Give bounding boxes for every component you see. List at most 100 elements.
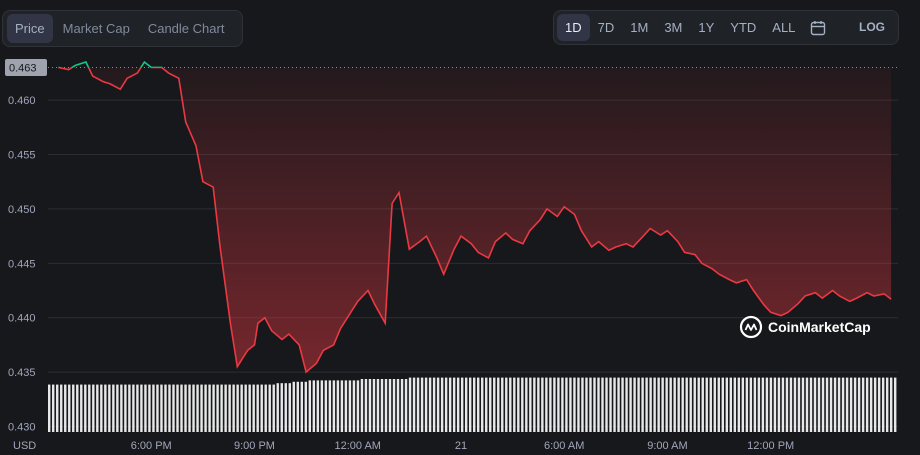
volume-bar (837, 377, 841, 432)
volume-bar (741, 377, 745, 432)
volume-bar (653, 377, 656, 432)
volume-bar (489, 377, 492, 432)
volume-bar (857, 377, 861, 432)
volume-bar (108, 384, 111, 432)
volume-bar (192, 384, 195, 432)
range-all-button[interactable]: ALL (772, 20, 796, 35)
volume-bar (176, 384, 179, 432)
range-1y-button[interactable]: 1Y (698, 20, 715, 35)
range-7d-button[interactable]: 7D (597, 20, 615, 35)
volume-bar (328, 380, 332, 432)
calendar-button[interactable] (803, 14, 833, 41)
volume-bar (817, 377, 821, 432)
volume-bar (172, 384, 175, 432)
volume-bar (873, 377, 877, 432)
volume-bars (48, 377, 897, 432)
volume-bar (444, 377, 448, 432)
volume-bar (593, 377, 596, 432)
volume-bar (533, 377, 536, 432)
volume-bar (448, 377, 452, 432)
volume-bar (821, 377, 825, 432)
volume-bar (356, 380, 360, 432)
volume-bar (340, 380, 344, 432)
volume-bar (553, 377, 556, 432)
volume-bar (777, 377, 781, 432)
volume-bar (789, 377, 793, 432)
volume-bar (128, 384, 131, 432)
volume-bar (625, 377, 628, 432)
volume-bar (721, 377, 724, 432)
volume-bar (424, 377, 428, 432)
volume-bar (296, 381, 299, 432)
x-tick-label: 12:00 PM (747, 440, 794, 452)
volume-bar (729, 377, 733, 432)
volume-bar (573, 377, 576, 432)
volume-bar (609, 377, 612, 432)
volume-bar (517, 377, 520, 432)
volume-bar (72, 384, 75, 432)
volume-bar (761, 377, 765, 432)
volume-bar (348, 380, 352, 432)
volume-bar (613, 377, 616, 432)
price-area-fill (58, 67, 892, 373)
volume-bar (156, 384, 159, 432)
volume-bar (260, 384, 263, 432)
volume-bar (124, 384, 127, 432)
volume-bar (877, 377, 881, 432)
calendar-icon (811, 20, 826, 35)
volume-bar (785, 377, 789, 432)
volume-bar (597, 377, 600, 432)
volume-bar (689, 377, 692, 432)
volume-bar (380, 378, 384, 432)
volume-bar (432, 377, 436, 432)
tab-price[interactable]: Price (7, 14, 53, 43)
volume-bar (304, 381, 308, 432)
volume-bar (436, 377, 440, 432)
volume-bar (440, 377, 444, 432)
volume-bar (220, 384, 223, 432)
range-ytd-button[interactable]: YTD (730, 20, 757, 35)
volume-bar (68, 384, 71, 432)
open-price-badge: 0.463 (5, 58, 47, 76)
volume-bar (336, 380, 340, 432)
volume-bar (621, 377, 624, 432)
volume-bar (585, 377, 588, 432)
volume-bar (805, 377, 809, 432)
volume-bar (112, 384, 115, 432)
volume-bar (661, 377, 664, 432)
volume-bar (881, 377, 885, 432)
volume-bar (188, 384, 191, 432)
volume-bar (737, 377, 741, 432)
volume-bar (384, 378, 388, 432)
volume-bar (725, 377, 729, 432)
volume-bar (140, 384, 143, 432)
volume-bar (396, 378, 400, 432)
watermark-text: CoinMarketCap (768, 319, 871, 335)
volume-bar (617, 377, 620, 432)
volume-bar (493, 377, 496, 432)
range-3m-button[interactable]: 3M (664, 20, 683, 35)
volume-bar (196, 384, 199, 432)
volume-bar (280, 383, 283, 432)
volume-bar (300, 381, 304, 432)
volume-bar (701, 377, 704, 432)
tab-market-cap[interactable]: Market Cap (62, 21, 130, 36)
log-scale-toggle[interactable]: LOG (859, 20, 885, 34)
volume-bar (673, 377, 676, 432)
volume-bar (404, 378, 408, 432)
volume-bar (76, 384, 79, 432)
volume-bar (669, 377, 672, 432)
volume-bar (477, 377, 480, 432)
range-1m-button[interactable]: 1M (630, 20, 649, 35)
volume-bar (456, 377, 460, 432)
open-price-badge-label: 0.463 (9, 62, 37, 74)
volume-bar (541, 377, 544, 432)
volume-bar (549, 377, 552, 432)
volume-bar (228, 384, 231, 432)
volume-bar (164, 384, 167, 432)
range-1d-button[interactable]: 1D (557, 14, 590, 41)
tab-candle-chart[interactable]: Candle Chart (147, 21, 225, 36)
volume-bar (781, 377, 785, 432)
volume-bar (521, 377, 524, 432)
